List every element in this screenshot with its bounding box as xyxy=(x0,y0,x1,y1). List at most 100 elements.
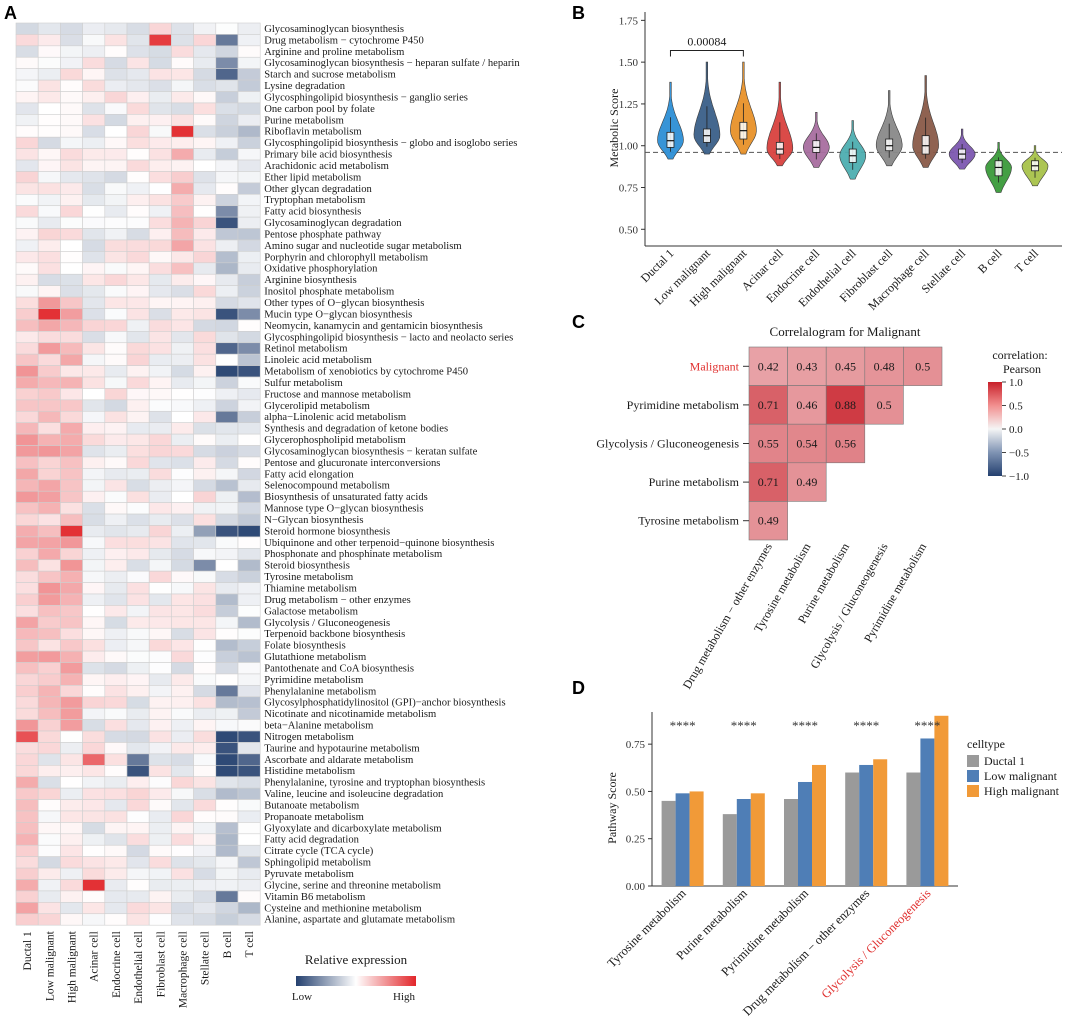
heatmap-cell xyxy=(82,376,106,389)
heatmap-cell xyxy=(193,376,217,389)
heatmap-cell xyxy=(104,56,128,69)
heatmap-cell xyxy=(148,913,172,926)
heatmap-cell xyxy=(15,673,39,686)
heatmap-cell xyxy=(15,730,39,743)
heatmap-cell xyxy=(60,262,83,275)
heatmap-row-label: Pyrimidine metabolism xyxy=(264,675,364,686)
heatmap-cell xyxy=(60,102,83,115)
heatmap-cell xyxy=(104,719,128,732)
heatmap-cell xyxy=(15,262,39,275)
heatmap-cell xyxy=(148,68,172,81)
heatmap-cell xyxy=(171,262,194,275)
heatmap-cell xyxy=(104,308,128,321)
heatmap-cell xyxy=(148,331,172,344)
heatmap-cell xyxy=(237,285,261,298)
heatmap-cell xyxy=(126,639,150,652)
heatmap-cell xyxy=(171,502,194,515)
correlogram-cell xyxy=(864,346,904,386)
heatmap-cell xyxy=(193,308,217,321)
heatmap-cell xyxy=(104,650,128,663)
heatmap-cell xyxy=(126,308,150,321)
heatmap-cell xyxy=(215,673,239,686)
heatmap-cell xyxy=(171,399,194,412)
bar-y-tick-label: 0.50 xyxy=(626,786,646,798)
heatmap-cell xyxy=(193,68,217,81)
heatmap-cell xyxy=(15,902,39,915)
significance-label: **** xyxy=(792,718,818,733)
heatmap-cell xyxy=(193,148,217,161)
heatmap-cell xyxy=(215,730,239,743)
heatmap-cell xyxy=(104,902,128,915)
heatmap-cell xyxy=(37,194,61,207)
heatmap-row-label: Phosphonate and phosphinate metabolism xyxy=(264,549,443,560)
heatmap-cell xyxy=(37,102,61,115)
heatmap-cell xyxy=(237,570,261,583)
heatmap-cell xyxy=(237,433,261,446)
heatmap-cell xyxy=(37,856,61,869)
heatmap-cell xyxy=(171,251,194,264)
heatmap-cell xyxy=(171,787,194,800)
heatmap-cell xyxy=(171,125,194,138)
heatmap-cell xyxy=(37,148,61,161)
heatmap-cell xyxy=(37,719,61,732)
heatmap-cell xyxy=(237,913,261,926)
heatmap-row-label: Purine metabolism xyxy=(264,115,344,126)
heatmap-cell xyxy=(126,388,150,401)
heatmap-cell xyxy=(82,319,106,332)
heatmap-row-label: Fructose and mannose metabolism xyxy=(264,389,412,400)
heatmap-column-label: B cell xyxy=(222,931,234,958)
heatmap-cell xyxy=(171,582,194,595)
heatmap-cell xyxy=(215,502,239,515)
heatmap-row-label: Tryptophan metabolism xyxy=(264,195,366,206)
heatmap-cell xyxy=(171,696,194,709)
heatmap-cell xyxy=(82,56,106,69)
heatmap-cell xyxy=(60,730,83,743)
heatmap-cell xyxy=(60,867,83,880)
heatmap-cell xyxy=(215,456,239,469)
heatmap-cell xyxy=(126,273,150,286)
heatmap-cell xyxy=(215,913,239,926)
heatmap-cell xyxy=(15,194,39,207)
violin-comparison: 0.00084 xyxy=(669,34,744,57)
heatmap-cell xyxy=(193,582,217,595)
heatmap-cell xyxy=(193,262,217,275)
heatmap-cell xyxy=(15,707,39,720)
heatmap-cell xyxy=(15,125,39,138)
heatmap-cell xyxy=(37,422,61,435)
heatmap-cell xyxy=(15,45,39,58)
heatmap-cell xyxy=(193,228,217,241)
heatmap-cell xyxy=(148,102,172,115)
heatmap-legend-title: Relative expression xyxy=(305,952,408,967)
heatmap-cell xyxy=(171,319,194,332)
heatmap-cell xyxy=(126,102,150,115)
heatmap-cell xyxy=(126,787,150,800)
heatmap-cell xyxy=(215,125,239,138)
heatmap-cell xyxy=(215,593,239,606)
heatmap-cell xyxy=(126,902,150,915)
heatmap-cell xyxy=(126,456,150,469)
heatmap-cell xyxy=(60,776,83,789)
heatmap-row-label: Histidine metabolism xyxy=(264,766,356,777)
heatmap-cell xyxy=(237,468,261,481)
heatmap-cell xyxy=(104,194,128,207)
heatmap-cell xyxy=(82,205,106,218)
heatmap-cell xyxy=(104,205,128,218)
heatmap-cell xyxy=(82,456,106,469)
heatmap-row-label: Tyrosine metabolism xyxy=(264,572,354,583)
heatmap-cell xyxy=(60,548,83,561)
heatmap-cell xyxy=(237,753,261,766)
heatmap-cell xyxy=(237,525,261,538)
correlogram-value: 0.54 xyxy=(796,437,817,451)
heatmap-cell xyxy=(148,799,172,812)
heatmap-cell xyxy=(193,536,217,549)
heatmap-cell xyxy=(193,730,217,743)
bar xyxy=(784,799,798,886)
heatmap-cell xyxy=(193,650,217,663)
correlogram-cell xyxy=(748,385,788,425)
heatmap-cell xyxy=(82,353,106,366)
heatmap-cell xyxy=(82,239,106,252)
heatmap-cell xyxy=(104,479,128,492)
heatmap-cell xyxy=(15,627,39,640)
heatmap-cell xyxy=(82,136,106,149)
heatmap-cell xyxy=(15,68,39,81)
